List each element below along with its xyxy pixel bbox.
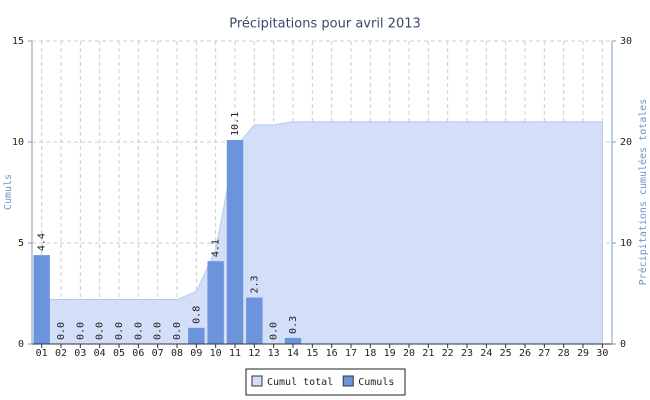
x-tick-label: 26 (519, 348, 531, 359)
data-label: 10.1 (230, 112, 241, 136)
bar (246, 297, 263, 344)
data-label: 0.0 (56, 322, 67, 340)
x-tick-label: 10 (210, 348, 222, 359)
data-label: 0.0 (75, 322, 86, 340)
area (41, 121, 603, 345)
x-tick-label: 08 (171, 348, 183, 359)
data-label: 0.0 (269, 322, 280, 340)
y-tick-label: 5 (18, 238, 24, 249)
bar (284, 337, 302, 344)
x-tick-label: 11 (229, 348, 241, 359)
x-tick-label: 12 (248, 348, 260, 359)
y2-tick-label: 10 (620, 238, 632, 249)
data-label: 2.3 (249, 275, 260, 293)
bar (188, 327, 205, 344)
data-label: 4.1 (211, 239, 222, 257)
x-tick-label: 16 (326, 348, 338, 359)
x-tick-label: 14 (287, 348, 299, 359)
x-tick-label: 13 (268, 348, 280, 359)
x-tick-label: 22 (442, 348, 454, 359)
x-tick-label: 09 (190, 348, 202, 359)
x-tick-label: 01 (36, 348, 48, 359)
legend-label: Cumul total (267, 377, 333, 388)
y2-tick-label: 0 (620, 339, 626, 350)
x-tick-label: 17 (345, 348, 357, 359)
legend-label: Cumuls (358, 377, 394, 388)
legend-swatch (342, 375, 354, 387)
bar (207, 261, 224, 344)
x-tick-label: 06 (132, 348, 144, 359)
data-label: 0.3 (288, 316, 299, 334)
y-tick-label: 0 (18, 339, 24, 350)
data-label: 0.0 (133, 322, 144, 340)
data-label: 0.0 (114, 322, 125, 340)
x-tick-label: 02 (55, 348, 67, 359)
x-tick-label: 05 (113, 348, 125, 359)
x-tick-label: 15 (306, 348, 318, 359)
x-tick-label: 30 (596, 348, 608, 359)
x-tick-label: 27 (538, 348, 550, 359)
data-label: 0.8 (191, 306, 202, 324)
y-tick-label: 10 (12, 137, 24, 148)
y-tick-label: 15 (12, 36, 24, 47)
chart-title: Précipitations pour avril 2013 (229, 17, 421, 32)
x-tick-label: 23 (461, 348, 473, 359)
x-tick-label: 18 (364, 348, 376, 359)
y2-tick-label: 30 (620, 36, 632, 47)
x-tick-label: 03 (74, 348, 86, 359)
y-axis-label: Cumuls (3, 174, 14, 210)
x-tick-label: 28 (558, 348, 570, 359)
x-tick-label: 20 (403, 348, 415, 359)
x-tick-label: 19 (384, 348, 396, 359)
x-tick-label: 21 (422, 348, 434, 359)
x-tick-label: 24 (480, 348, 492, 359)
legend-box (245, 368, 406, 396)
x-tick-label: 25 (500, 348, 512, 359)
data-label: 4.4 (37, 233, 48, 251)
y2-axis-label: Précipitations cumulées totales (637, 99, 649, 286)
x-tick-label: 29 (577, 348, 589, 359)
y2-tick-label: 20 (620, 137, 632, 148)
legend-swatch (251, 375, 263, 387)
x-tick-label: 07 (152, 348, 164, 359)
bar (226, 139, 244, 344)
data-label: 0.0 (95, 322, 106, 340)
data-label: 0.0 (172, 322, 183, 340)
bar (33, 255, 50, 344)
data-label: 0.0 (153, 322, 164, 340)
x-tick-label: 04 (94, 348, 106, 359)
